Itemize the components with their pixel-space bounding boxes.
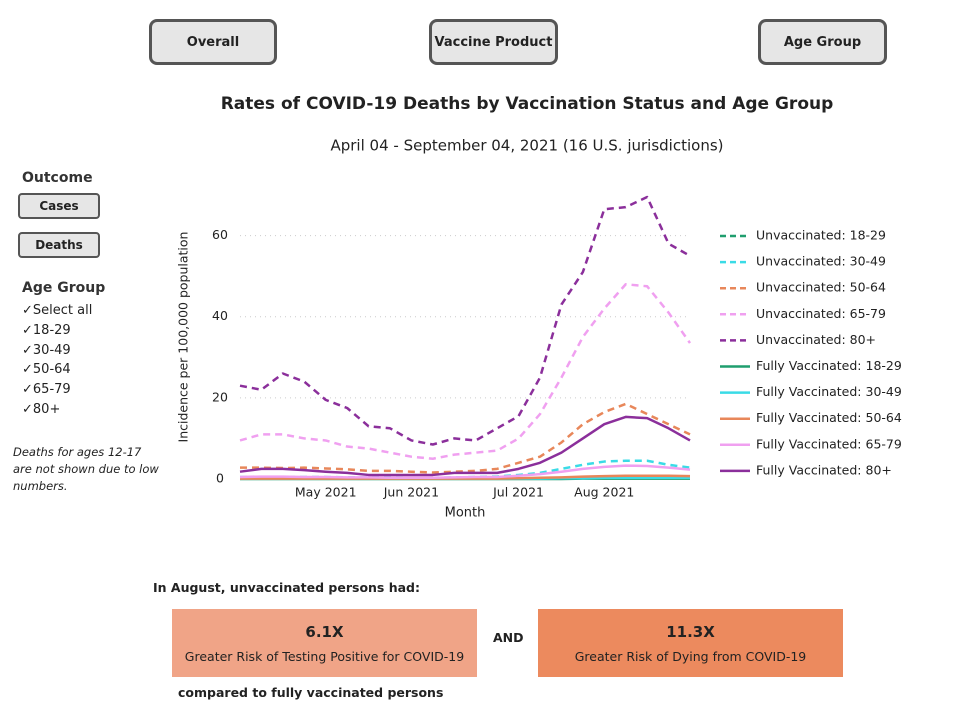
legend-label: Fully Vaccinated: 80+ [756, 462, 892, 477]
deaths-button[interactable]: Deaths [18, 232, 100, 258]
series-line [240, 474, 691, 480]
checkbox-item[interactable]: ✓ 30-49 [22, 343, 71, 358]
legend-label: Unvaccinated: 18-29 [756, 228, 886, 243]
checkbox-item[interactable]: ✓ Select all [22, 303, 92, 318]
overall-button[interactable]: Overall [149, 19, 277, 65]
checkbox: ✓ [22, 342, 33, 358]
summary-joiner: AND [493, 630, 524, 645]
legend-label: Unvaccinated: 65-79 [756, 306, 886, 321]
series-line [239, 283, 692, 460]
summary-heading: In August, unvaccinated persons had: [153, 580, 420, 595]
summary-card: 11.3X Greater Risk of Dying from COVID-19 [538, 609, 843, 677]
checkbox-item[interactable]: ✓ 18-29 [22, 323, 71, 338]
checkbox-item[interactable]: ✓ 65-79 [22, 382, 71, 397]
checkbox-item[interactable]: ✓ 50-64 [22, 362, 71, 377]
checkbox-item[interactable]: ✓ 80+ [22, 402, 60, 417]
chart-subtitle: April 04 - September 04, 2021 (16 U.S. j… [330, 137, 723, 155]
summary-footer: compared to fully vaccinated persons [178, 685, 444, 700]
y-tick-label: 0 [216, 471, 224, 486]
x-tick-label: Jun 2021 [383, 485, 439, 500]
chart: Rates of COVID-19 Deaths by Vaccination … [176, 94, 902, 521]
summary-card: 6.1X Greater Risk of Testing Positive for… [172, 609, 477, 677]
card-value: 11.3X [666, 623, 715, 641]
legend-label: Fully Vaccinated: 50-64 [756, 410, 902, 425]
legend-label: Fully Vaccinated: 30-49 [756, 384, 902, 399]
checkbox-label: 65-79 [32, 382, 71, 398]
legend-label: Fully Vaccinated: 65-79 [756, 436, 902, 451]
legend-label: Unvaccinated: 50-64 [756, 280, 886, 295]
legend-label: Unvaccinated: 30-49 [756, 254, 886, 269]
x-tick-label: May 2021 [295, 485, 357, 500]
x-axis-label: Month [445, 506, 486, 521]
cases-button[interactable]: Cases [18, 193, 100, 219]
x-tick-label: Jul 2021 [492, 485, 544, 500]
x-tick-label: Aug 2021 [574, 485, 634, 500]
note: Deaths for ages 12-17 are not shown due … [13, 445, 159, 493]
legend-label: Fully Vaccinated: 18-29 [756, 358, 902, 373]
y-tick-label: 40 [212, 308, 228, 323]
checkbox: ✓ [22, 362, 33, 378]
series-line [239, 464, 691, 480]
age-group-title: Age Group [22, 280, 106, 296]
checkbox: ✓ [22, 303, 33, 318]
series-line [239, 415, 691, 477]
checkbox: ✓ [22, 382, 33, 398]
checkbox-label: 30-49 [32, 342, 71, 358]
checkbox-label: 80+ [32, 402, 61, 417]
y-axis-label: Incidence per 100,000 population [176, 232, 191, 443]
card-value: 6.1X [305, 623, 344, 641]
outcome-title: Outcome [22, 170, 93, 186]
checkbox-label: 50-64 [32, 362, 71, 378]
checkbox: ✓ [22, 322, 33, 338]
checkbox: ✓ [22, 402, 33, 417]
y-tick-label: 60 [212, 227, 228, 242]
card-text: Greater Risk of Testing Positive for COV… [184, 649, 465, 664]
series-line [239, 195, 691, 446]
checkbox-label: 18-29 [32, 322, 71, 338]
age-group-button[interactable]: Age Group [758, 19, 887, 65]
series-line [240, 402, 691, 474]
vaccine-product-button[interactable]: Vaccine Product [429, 19, 558, 65]
y-tick-label: 20 [212, 389, 228, 404]
legend-label: Unvaccinated: 80+ [756, 332, 876, 347]
checkbox-label: Select all [32, 303, 93, 318]
chart-title: Rates of COVID-19 Deaths by Vaccination … [221, 94, 834, 114]
card-text: Greater Risk of Dying from COVID-19 [574, 649, 807, 664]
